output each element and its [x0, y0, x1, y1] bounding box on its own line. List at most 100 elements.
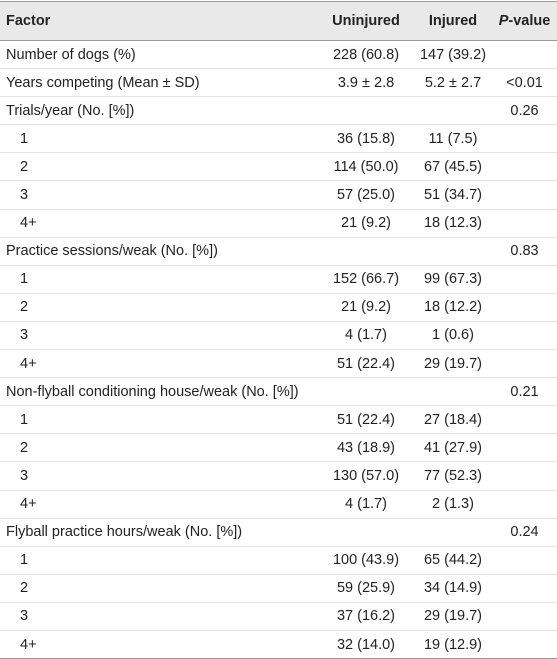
table-row: 1 36 (15.8) 11 (7.5)	[0, 125, 557, 153]
table-row: Years competing (Mean ± SD) 3.9 ± 2.8 5.2 …	[0, 69, 557, 97]
injured-cell: 41 (27.9)	[423, 439, 483, 456]
sub-factor-cell: 4+	[20, 496, 37, 513]
sub-factor-cell: 2	[20, 158, 29, 175]
table-row: 1 152 (66.7) 99 (67.3)	[0, 265, 557, 294]
header-p-suffix: -value	[508, 13, 551, 29]
p-value-cell	[492, 209, 557, 237]
header-factor: Factor	[6, 13, 51, 29]
injured-cell: 29 (19.7)	[423, 608, 483, 625]
uninjured-cell: 21 (9.2)	[341, 299, 391, 316]
sub-factor-cell: 4+	[20, 355, 37, 372]
sub-factor-cell: 2	[20, 299, 29, 316]
table-body: Number of dogs (%) 228 (60.8) 147 (39.2) Ye…	[0, 41, 557, 659]
injured-cell: 67 (45.5)	[423, 158, 483, 175]
p-value-cell: 0.83	[510, 243, 539, 260]
table-row: 1 100 (43.9) 65 (44.2)	[0, 546, 557, 575]
p-value-cell	[492, 321, 557, 349]
injured-cell: 5.2 ± 2.7	[424, 74, 482, 91]
p-value-cell	[492, 406, 557, 434]
sub-factor-cell: 2	[20, 439, 29, 456]
factor-cell: Practice sessions/weak (No. [%])	[6, 243, 218, 260]
p-value-cell	[492, 462, 557, 490]
uninjured-cell	[318, 237, 414, 265]
injured-cell: 34 (14.9)	[423, 580, 483, 597]
injured-cell: 1 (0.6)	[432, 327, 474, 344]
table-row: Number of dogs (%) 228 (60.8) 147 (39.2)	[0, 41, 557, 69]
p-value-cell	[492, 265, 557, 293]
uninjured-cell: 21 (9.2)	[341, 215, 391, 232]
uninjured-cell: 228 (60.8)	[332, 46, 400, 63]
table-row: Practice sessions/weak (No. [%]) 0.83	[0, 237, 557, 266]
uninjured-cell	[318, 97, 414, 125]
table-row: 4+ 51 (22.4) 29 (19.7)	[0, 350, 557, 378]
p-value-cell	[492, 574, 557, 602]
sub-factor-cell: 4+	[20, 215, 37, 232]
sub-factor-cell: 3	[20, 327, 29, 344]
p-value-cell	[492, 490, 557, 518]
uninjured-cell: 114 (50.0)	[333, 158, 399, 175]
sub-factor-cell: 3	[20, 467, 29, 484]
sub-factor-cell: 1	[20, 130, 29, 147]
injured-cell: 18 (12.2)	[423, 299, 483, 316]
p-value-cell: 0.21	[510, 383, 539, 400]
p-value-cell	[492, 125, 557, 153]
uninjured-cell: 3.9 ± 2.8	[337, 74, 395, 91]
sub-factor-cell: 3	[20, 187, 29, 204]
uninjured-cell: 59 (25.9)	[336, 580, 396, 597]
header-uninjured: Uninjured	[332, 13, 400, 29]
p-value-cell: 0.26	[510, 102, 539, 119]
table-row: 1 51 (22.4) 27 (18.4)	[0, 406, 557, 434]
uninjured-cell: 4 (1.7)	[345, 496, 387, 513]
injured-cell: 99 (67.3)	[423, 271, 483, 288]
factor-cell: Trials/year (No. [%])	[6, 102, 135, 119]
uninjured-cell: 4 (1.7)	[345, 327, 387, 344]
p-value-cell	[492, 293, 557, 321]
injured-cell: 147 (39.2)	[419, 46, 487, 63]
uninjured-cell: 37 (16.2)	[336, 608, 396, 625]
table-row: 3 130 (57.0) 77 (52.3)	[0, 462, 557, 490]
p-value-cell	[492, 546, 557, 574]
p-value-cell	[492, 602, 557, 630]
factor-cell: Non-flyball conditioning house/weak (No.…	[6, 383, 299, 400]
sub-factor-cell: 3	[20, 608, 29, 625]
injured-cell: 51 (34.7)	[423, 187, 483, 204]
uninjured-cell	[318, 378, 414, 406]
injured-cell: 2 (1.3)	[432, 496, 474, 513]
table-row: Non-flyball conditioning house/weak (No.…	[0, 378, 557, 406]
sub-factor-cell: 1	[20, 552, 29, 569]
uninjured-cell: 51 (22.4)	[336, 355, 396, 372]
header-p-prefix: P	[498, 13, 509, 29]
p-value-cell	[492, 41, 557, 69]
table-row: 3 37 (16.2) 29 (19.7)	[0, 602, 557, 631]
injured-cell	[414, 378, 492, 406]
factor-cell: Flyball practice hours/weak (No. [%])	[6, 524, 243, 541]
p-value-cell	[492, 434, 557, 462]
uninjured-cell: 36 (15.8)	[336, 130, 396, 147]
factor-cell: Number of dogs (%)	[6, 46, 136, 63]
uninjured-cell	[318, 518, 414, 546]
uninjured-cell: 130 (57.0)	[332, 467, 400, 484]
injured-cell: 65 (44.2)	[423, 552, 483, 569]
uninjured-cell: 57 (25.0)	[336, 187, 396, 204]
injured-cell	[414, 97, 492, 125]
uninjured-cell: 152 (66.7)	[332, 271, 400, 288]
table-row: 4+ 21 (9.2) 18 (12.3)	[0, 209, 557, 238]
injured-cell: 27 (18.4)	[423, 411, 483, 428]
injured-cell	[414, 518, 492, 546]
injured-cell	[414, 237, 492, 265]
table-row: 4+ 4 (1.7) 2 (1.3)	[0, 490, 557, 519]
factor-cell: Years competing (Mean ± SD)	[6, 74, 200, 91]
table-row: 2 114 (50.0) 67 (45.5)	[0, 153, 557, 181]
table-row: 3 4 (1.7) 1 (0.6)	[0, 321, 557, 350]
p-value-cell: 0.24	[510, 524, 539, 541]
table-row: 2 21 (9.2) 18 (12.2)	[0, 293, 557, 322]
uninjured-cell: 100 (43.9)	[332, 552, 400, 569]
header-injured: Injured	[428, 13, 478, 29]
table-row: 3 57 (25.0) 51 (34.7)	[0, 181, 557, 210]
table-row: Flyball practice hours/weak (No. [%]) 0.2…	[0, 518, 557, 547]
uninjured-cell: 51 (22.4)	[336, 411, 396, 428]
p-value-cell	[492, 350, 557, 378]
injured-cell: 29 (19.7)	[423, 355, 483, 372]
injured-cell: 18 (12.3)	[423, 215, 483, 232]
